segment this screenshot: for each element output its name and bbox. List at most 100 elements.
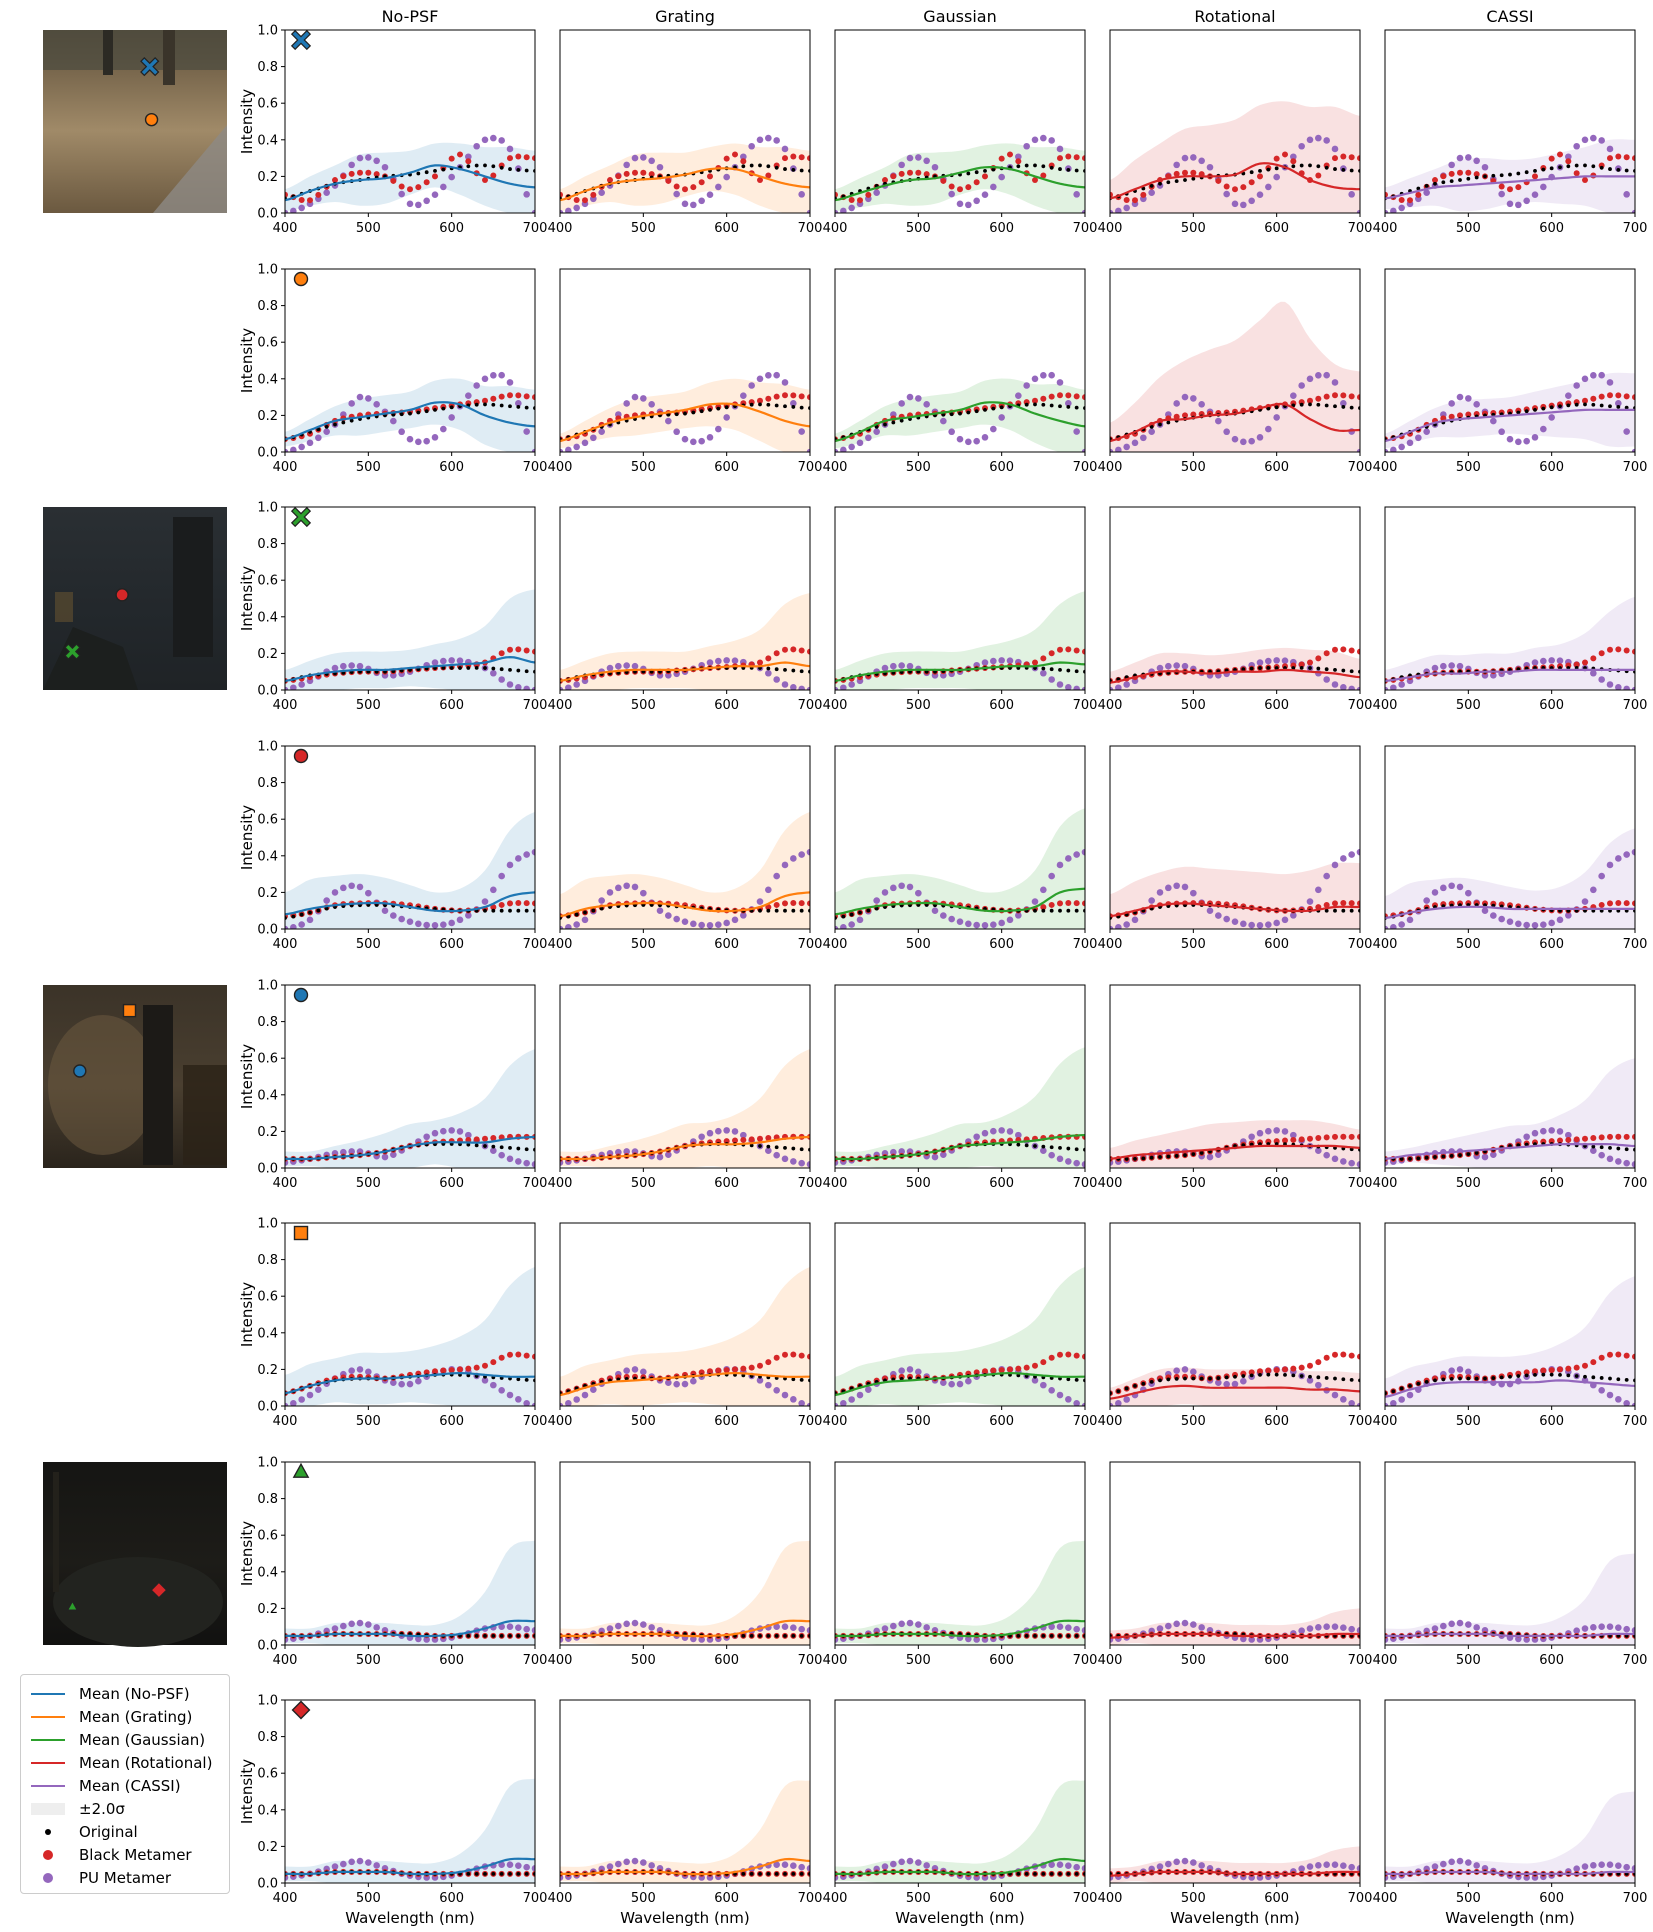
x-tick-label-500: 500 (356, 460, 381, 475)
y-tick-label-0.8: 0.8 (257, 299, 278, 314)
original-point-15 (674, 412, 679, 417)
pu-metamer-point-22 (1281, 916, 1289, 924)
thumbnail-marker (115, 588, 129, 602)
pu-metamer-point-16 (1506, 918, 1514, 925)
x-tick-label-500: 500 (1456, 460, 1481, 475)
pu-metamer-point-28 (781, 379, 789, 386)
pu-metamer-point-20 (440, 657, 447, 665)
pu-metamer-point-28 (1056, 1391, 1064, 1399)
black-metamer-point-7 (882, 177, 888, 184)
original-point-23 (741, 1633, 746, 1638)
original-point-21 (449, 405, 454, 410)
pu-metamer-point-1 (1385, 925, 1389, 929)
original-point-26 (1041, 666, 1046, 671)
pu-metamer-point-29 (790, 1158, 797, 1165)
black-metamer-point-26 (490, 1135, 497, 1142)
pu-metamer-point-17 (415, 1377, 422, 1385)
pu-metamer-point-3 (573, 443, 580, 451)
pu-metamer-point-18 (1523, 1636, 1530, 1643)
plot-r4-grating (559, 745, 811, 933)
black-metamer-point-26 (1590, 1135, 1597, 1142)
sigma-band (560, 143, 810, 213)
black-metamer-point-29 (1065, 392, 1072, 399)
x-tick-label-600: 600 (714, 1176, 739, 1191)
pu-metamer-point-29 (1340, 684, 1347, 690)
x-axis-label: Wavelength (nm) (1170, 1909, 1300, 1927)
original-point-7 (1158, 1155, 1162, 1159)
pu-metamer-point-23 (465, 392, 472, 399)
plot-frame (1109, 506, 1361, 691)
x-tick-label-500: 500 (906, 1891, 931, 1906)
pu-metamer-point-16 (681, 200, 689, 208)
pu-metamer-point-17 (415, 201, 422, 209)
black-metamer-point-17 (1240, 184, 1247, 191)
original-point-14 (941, 412, 946, 417)
pu-metamer-point-23 (1015, 392, 1022, 399)
pu-metamer-point-8 (1440, 1622, 1447, 1630)
original-point-15 (1224, 1375, 1229, 1380)
pu-metamer-point-27 (1048, 137, 1055, 144)
pu-metamer-point-26 (490, 669, 497, 677)
original-point-28 (1333, 404, 1337, 409)
black-metamer-point-14 (940, 177, 947, 184)
original-point-26 (491, 666, 496, 671)
original-point-29 (1341, 167, 1346, 172)
pu-metamer-point-19 (1256, 659, 1264, 666)
pu-metamer-point-28 (1606, 1155, 1614, 1163)
x-tick-label-500: 500 (1456, 1176, 1481, 1191)
black-metamer-point-28 (1332, 155, 1338, 162)
pu-metamer-point-13 (931, 907, 939, 914)
mean-line (285, 1857, 535, 1876)
original-point-17 (966, 410, 971, 415)
x-tick-label-500: 500 (1456, 1653, 1481, 1668)
x-tick-label-400: 400 (1098, 1414, 1123, 1429)
original-point-25 (1033, 1633, 1037, 1638)
original-point-23 (1566, 403, 1571, 408)
original-point-26 (491, 402, 496, 407)
original-point-18 (1524, 1142, 1529, 1147)
original-point-29 (791, 668, 796, 673)
original-point-12 (1474, 1151, 1479, 1155)
x-tick-label-700: 700 (1348, 1414, 1373, 1429)
pu-metamer-point-8 (1165, 884, 1172, 892)
pu-metamer-point-24 (1573, 142, 1580, 150)
pu-metamer-point-24 (748, 382, 755, 389)
black-metamer-point-30 (1073, 647, 1080, 654)
black-metamer-point-23 (740, 158, 747, 165)
x-tick-label-500: 500 (356, 1414, 381, 1429)
black-metamer-point-30 (798, 900, 805, 907)
mean-line (1110, 1384, 1360, 1400)
pu-metamer-point-12 (1198, 1862, 1205, 1869)
pu-metamer-point-1 (560, 686, 564, 690)
pu-metamer-point-21 (1273, 414, 1280, 421)
mean-line (835, 661, 1085, 682)
pu-metamer-point-10 (631, 1857, 639, 1865)
black-metamer-point-24 (1298, 661, 1305, 668)
pu-metamer-point-7 (881, 889, 889, 896)
pu-metamer-point-24 (473, 142, 480, 150)
black-metamer-point-30 (1623, 154, 1630, 161)
original-point-30 (1624, 1147, 1629, 1152)
x-tick-label-500: 500 (631, 1891, 656, 1906)
x-tick-label-400: 400 (823, 1176, 848, 1191)
x-tick-label-600: 600 (714, 460, 739, 475)
black-metamer-point-18 (1248, 179, 1255, 186)
pu-metamer-point-30 (1623, 1625, 1630, 1633)
black-metamer-point-3 (298, 197, 305, 204)
black-metamer-point-26 (1315, 395, 1322, 402)
original-point-26 (1316, 666, 1321, 671)
original-point-18 (699, 409, 704, 414)
original-point-23 (1291, 666, 1296, 670)
black-metamer-point-27 (1048, 901, 1055, 908)
black-metamer-point-19 (1257, 1368, 1263, 1375)
pu-metamer-point-30 (1623, 1159, 1630, 1167)
original-point-27 (774, 908, 779, 913)
black-metamer-point-22 (732, 1137, 738, 1144)
black-metamer-point-18 (973, 1369, 980, 1376)
black-metamer-point-26 (1040, 655, 1047, 662)
black-metamer-point-28 (782, 646, 788, 653)
black-metamer-point-30 (798, 647, 805, 654)
pu-metamer-point-21 (998, 1127, 1005, 1134)
original-point-29 (1066, 1871, 1071, 1876)
black-metamer-point-19 (1532, 1368, 1538, 1375)
